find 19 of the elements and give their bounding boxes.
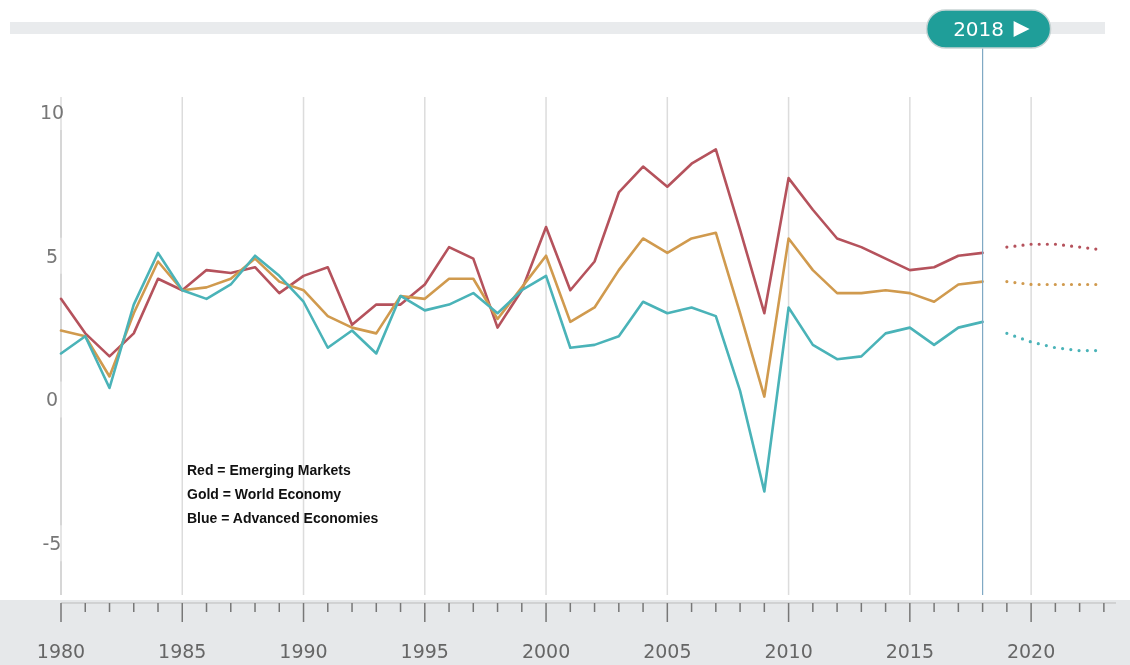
x-tick-label: 1990	[279, 640, 328, 662]
y-tick-label: 0	[45, 388, 59, 411]
y-tick-label: -5	[42, 532, 62, 555]
x-tick-label: 1995	[400, 640, 449, 662]
annotation: Gold = World Economy	[187, 486, 342, 502]
x-tick-label: 2010	[764, 640, 813, 662]
ref-line-label: 2018	[953, 17, 1005, 41]
y-tick-label: 5	[45, 244, 59, 267]
annotation: Red = Emerging Markets	[187, 462, 351, 478]
x-tick-label: 2005	[643, 640, 692, 662]
x-tick-label: 1980	[36, 640, 86, 662]
annotation: Blue = Advanced Economies	[187, 510, 379, 526]
x-tick-label: 2020	[1006, 640, 1056, 662]
x-tick-label: 1985	[158, 640, 207, 662]
y-tick-label: 10	[39, 100, 65, 123]
x-tick-label: 2015	[885, 640, 935, 662]
line-series	[59, 231, 984, 398]
x-tick-label: 2000	[521, 640, 571, 662]
line-series	[59, 148, 984, 358]
